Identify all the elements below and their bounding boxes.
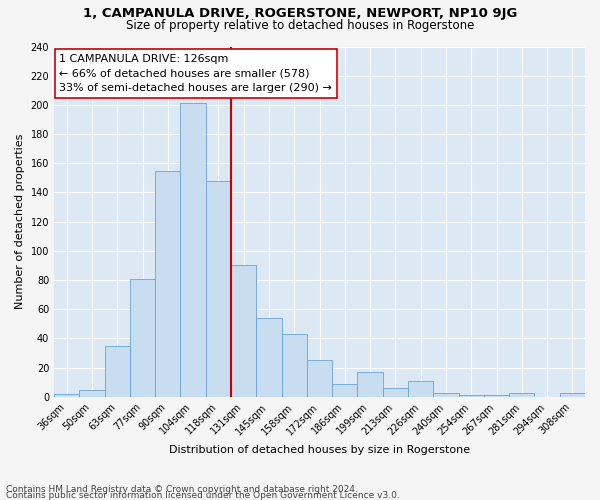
X-axis label: Distribution of detached houses by size in Rogerstone: Distribution of detached houses by size …: [169, 445, 470, 455]
Bar: [383, 388, 408, 397]
Bar: [433, 392, 458, 397]
Bar: [408, 381, 433, 397]
Bar: [206, 181, 231, 397]
Bar: [155, 170, 181, 397]
Bar: [458, 396, 484, 397]
Text: Size of property relative to detached houses in Rogerstone: Size of property relative to detached ho…: [126, 19, 474, 32]
Bar: [358, 372, 383, 397]
Bar: [332, 384, 358, 397]
Y-axis label: Number of detached properties: Number of detached properties: [15, 134, 25, 310]
Bar: [484, 396, 509, 397]
Text: 1, CAMPANULA DRIVE, ROGERSTONE, NEWPORT, NP10 9JG: 1, CAMPANULA DRIVE, ROGERSTONE, NEWPORT,…: [83, 8, 517, 20]
Text: Contains public sector information licensed under the Open Government Licence v3: Contains public sector information licen…: [6, 490, 400, 500]
Bar: [54, 394, 79, 397]
Bar: [560, 392, 585, 397]
Bar: [104, 346, 130, 397]
Bar: [231, 266, 256, 397]
Bar: [79, 390, 104, 397]
Text: Contains HM Land Registry data © Crown copyright and database right 2024.: Contains HM Land Registry data © Crown c…: [6, 484, 358, 494]
Bar: [307, 360, 332, 397]
Bar: [509, 392, 535, 397]
Bar: [281, 334, 307, 397]
Text: 1 CAMPANULA DRIVE: 126sqm
← 66% of detached houses are smaller (578)
33% of semi: 1 CAMPANULA DRIVE: 126sqm ← 66% of detac…: [59, 54, 332, 93]
Bar: [181, 104, 206, 397]
Bar: [130, 278, 155, 397]
Bar: [256, 318, 281, 397]
